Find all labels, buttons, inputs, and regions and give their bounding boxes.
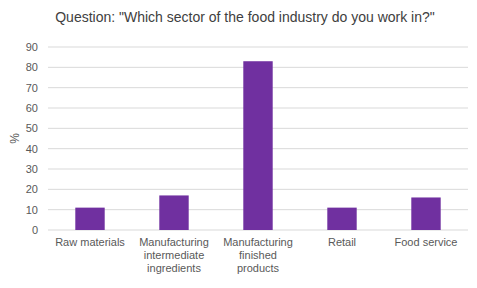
- y-tick-label: 60: [26, 102, 38, 114]
- y-tick-label: 40: [26, 143, 38, 155]
- y-tick-label: 90: [26, 41, 38, 53]
- x-tick-label-line: products: [237, 262, 280, 274]
- x-tick-label: Retail: [328, 236, 356, 248]
- bars: [75, 61, 440, 230]
- bar: [327, 208, 356, 230]
- x-tick-label: Manufacturingfinishedproducts: [223, 236, 293, 274]
- x-tick-label-line: intermediate: [144, 249, 205, 261]
- bar: [75, 208, 104, 230]
- x-tick-label: Food service: [395, 236, 458, 248]
- background: [0, 0, 477, 288]
- x-tick-label-line: Manufacturing: [139, 236, 209, 248]
- x-tick-label: Manufacturingintermediateingredients: [139, 236, 209, 274]
- bar: [411, 197, 440, 230]
- x-tick-label-line: Retail: [328, 236, 356, 248]
- x-tick-label-line: finished: [239, 249, 277, 261]
- y-tick-label: 20: [26, 183, 38, 195]
- title: Question: "Which sector of the food indu…: [55, 9, 435, 25]
- x-tick-label-line: Food service: [395, 236, 458, 248]
- y-tick-label: 70: [26, 82, 38, 94]
- chart: Question: "Which sector of the food indu…: [0, 0, 477, 288]
- y-axis-label: %: [8, 133, 22, 144]
- grid-line: [48, 47, 468, 48]
- y-tick-label: 10: [26, 204, 38, 216]
- x-tick-label-line: ingredients: [147, 262, 201, 274]
- x-tick-label: Raw materials: [55, 236, 125, 248]
- y-tick-label: 0: [32, 224, 38, 236]
- y-tick-label: 30: [26, 163, 38, 175]
- y-tick-label: 80: [26, 61, 38, 73]
- page: {"chart_data": {"type": "bar", "title": …: [0, 0, 477, 288]
- bar: [159, 195, 188, 230]
- y-tick-label: 50: [26, 122, 38, 134]
- x-tick-label-line: Manufacturing: [223, 236, 293, 248]
- bar: [243, 61, 272, 230]
- x-tick-label-line: Raw materials: [55, 236, 125, 248]
